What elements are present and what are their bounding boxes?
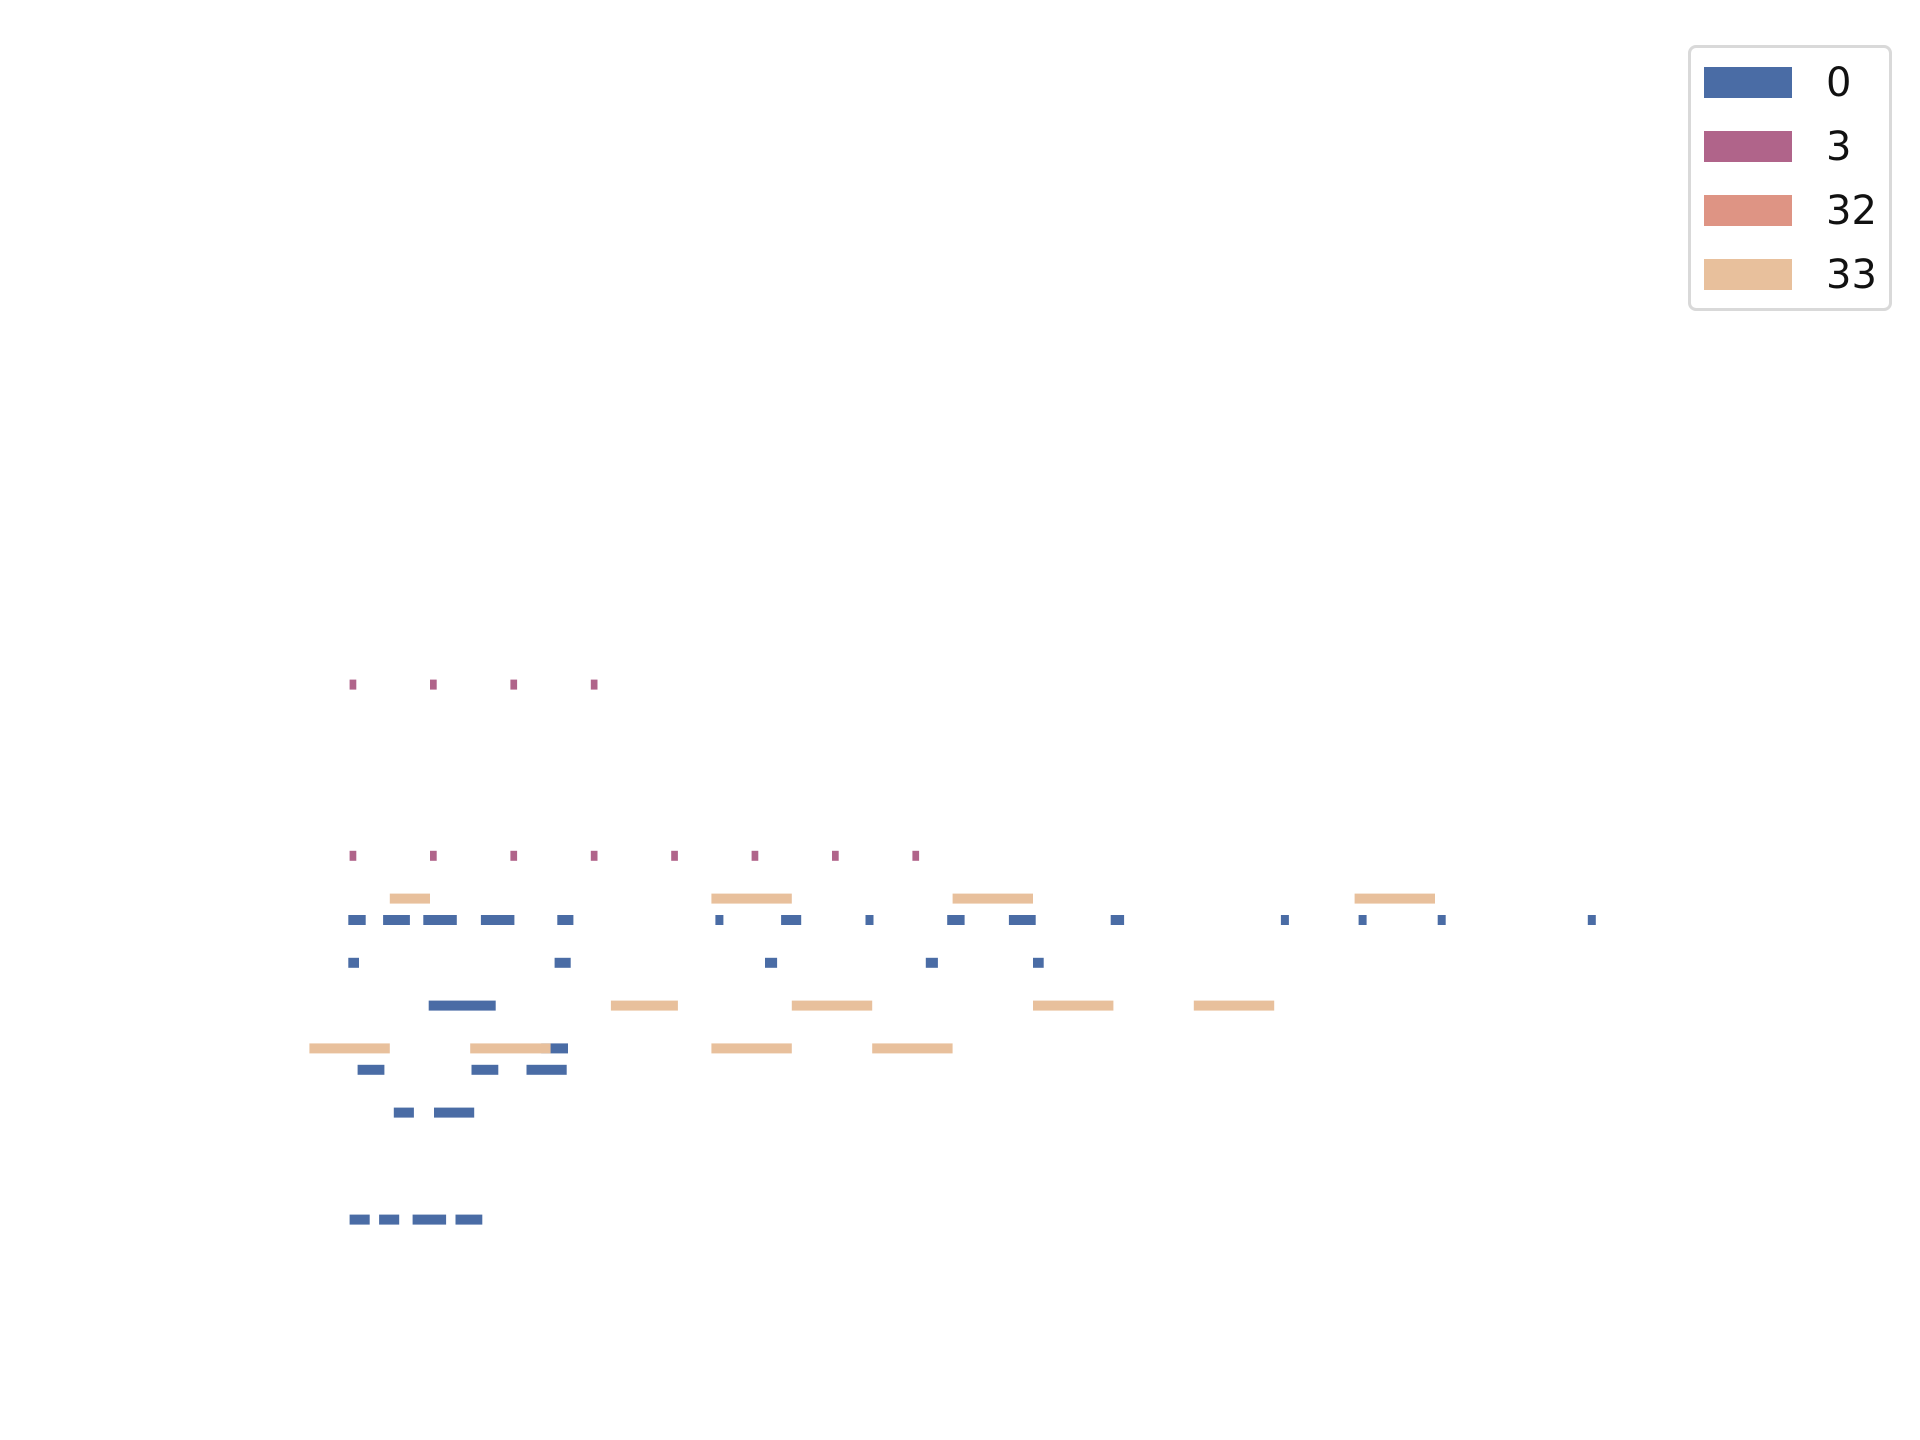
note-3-6 — [832, 850, 839, 861]
legend-label-0: 0 — [1826, 60, 1852, 106]
note-3-2 — [510, 850, 518, 861]
legend-entry-1: 3 — [1704, 123, 1889, 171]
note-33-11 — [1354, 893, 1435, 904]
note-33-1 — [470, 1043, 551, 1054]
note-33-6 — [1033, 1000, 1114, 1011]
note-0-30 — [1587, 915, 1596, 925]
legend-entry-2: 32 — [1704, 187, 1889, 235]
note-0-16 — [348, 915, 366, 925]
legend-swatch-1 — [1704, 131, 1792, 162]
note-0-10 — [428, 1000, 496, 1011]
note-0-3 — [455, 1214, 483, 1225]
legend-swatch-2 — [1704, 195, 1792, 226]
note-3-7 — [912, 850, 920, 861]
note-0-15 — [1033, 957, 1044, 968]
note-0-24 — [947, 915, 965, 925]
note-0-19 — [480, 915, 515, 925]
note-0-0 — [349, 1214, 370, 1225]
note-3-3 — [590, 850, 598, 861]
note-0-28 — [1358, 915, 1367, 925]
note-0-21 — [715, 915, 724, 925]
legend-entry-0: 0 — [1704, 59, 1889, 107]
legend-swatch-0 — [1704, 67, 1792, 98]
note-0-20 — [557, 915, 574, 925]
note-0-7 — [471, 1064, 499, 1075]
note-3-4 — [671, 850, 678, 861]
note-0-5 — [434, 1107, 475, 1118]
note-0-29 — [1437, 915, 1446, 925]
legend-entry-3: 33 — [1704, 251, 1889, 299]
note-33-7 — [1193, 1000, 1275, 1011]
note-3-0 — [349, 850, 357, 861]
legend-label-1: 3 — [1826, 124, 1852, 170]
note-0-2 — [412, 1214, 447, 1225]
note-33-5 — [791, 1000, 873, 1011]
note-0-23 — [865, 915, 874, 925]
note-0-11 — [348, 957, 359, 968]
note-0-13 — [765, 957, 778, 968]
note-33-8 — [389, 893, 430, 904]
note-3-8 — [349, 679, 357, 690]
note-33-0 — [309, 1043, 390, 1054]
legend: 0 3 32 33 — [1688, 45, 1892, 311]
note-33-2 — [711, 1043, 792, 1054]
note-3-9 — [430, 679, 437, 690]
note-0-9 — [541, 1043, 568, 1054]
note-3-11 — [590, 679, 598, 690]
note-3-5 — [751, 850, 759, 861]
note-0-26 — [1110, 915, 1125, 925]
note-33-10 — [952, 893, 1033, 904]
note-0-22 — [781, 915, 802, 925]
note-33-4 — [610, 1000, 678, 1011]
note-0-27 — [1280, 915, 1289, 925]
legend-swatch-3 — [1704, 259, 1792, 290]
note-3-1 — [430, 850, 437, 861]
note-0-12 — [554, 957, 571, 968]
note-0-8 — [526, 1064, 567, 1075]
note-0-14 — [925, 957, 938, 968]
note-0-18 — [423, 915, 457, 925]
note-33-9 — [711, 893, 792, 904]
notes-layer — [309, 679, 1596, 1225]
note-0-4 — [393, 1107, 414, 1118]
legend-label-2: 32 — [1826, 188, 1877, 234]
note-0-17 — [383, 915, 410, 925]
note-0-6 — [357, 1064, 385, 1075]
note-0-1 — [379, 1214, 400, 1225]
legend-label-3: 33 — [1826, 252, 1877, 298]
note-33-3 — [872, 1043, 953, 1054]
note-0-25 — [1008, 915, 1036, 925]
note-3-10 — [510, 679, 518, 690]
